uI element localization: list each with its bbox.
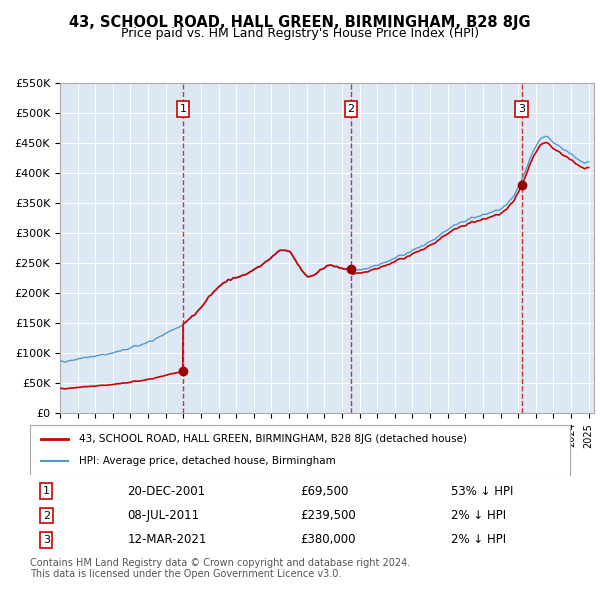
Text: £239,500: £239,500 [300,509,356,522]
Text: Price paid vs. HM Land Registry's House Price Index (HPI): Price paid vs. HM Land Registry's House … [121,27,479,40]
Text: 43, SCHOOL ROAD, HALL GREEN, BIRMINGHAM, B28 8JG (detached house): 43, SCHOOL ROAD, HALL GREEN, BIRMINGHAM,… [79,434,467,444]
Text: 43, SCHOOL ROAD, HALL GREEN, BIRMINGHAM, B28 8JG: 43, SCHOOL ROAD, HALL GREEN, BIRMINGHAM,… [69,15,531,30]
Text: 2% ↓ HPI: 2% ↓ HPI [451,533,506,546]
Text: 2: 2 [347,104,355,114]
Text: £69,500: £69,500 [300,484,349,498]
Text: 2% ↓ HPI: 2% ↓ HPI [451,509,506,522]
Text: 1: 1 [179,104,187,114]
Text: Contains HM Land Registry data © Crown copyright and database right 2024.
This d: Contains HM Land Registry data © Crown c… [30,558,410,579]
Text: 1: 1 [43,486,50,496]
Text: 2: 2 [43,510,50,520]
Text: 3: 3 [518,104,525,114]
Text: 3: 3 [43,535,50,545]
Text: 20-DEC-2001: 20-DEC-2001 [127,484,205,498]
Text: 12-MAR-2021: 12-MAR-2021 [127,533,206,546]
Text: 08-JUL-2011: 08-JUL-2011 [127,509,199,522]
Text: 53% ↓ HPI: 53% ↓ HPI [451,484,514,498]
Text: £380,000: £380,000 [300,533,355,546]
Text: HPI: Average price, detached house, Birmingham: HPI: Average price, detached house, Birm… [79,456,335,466]
